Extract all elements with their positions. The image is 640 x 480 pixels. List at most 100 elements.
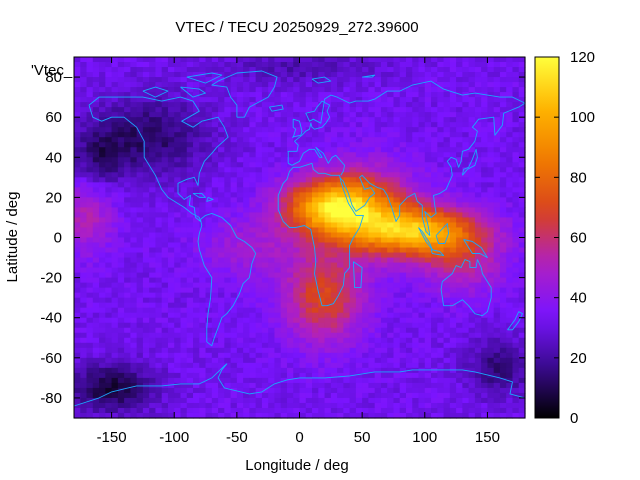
heatmap-cell (117, 402, 125, 409)
heatmap-cell (155, 212, 163, 219)
heatmap-cell (312, 382, 319, 389)
heatmap-cell (481, 62, 489, 68)
heatmap-cell (142, 117, 150, 123)
heatmap-cell (462, 117, 470, 123)
heatmap-cell (199, 112, 207, 118)
heatmap-cell (299, 392, 307, 399)
heatmap-cell (193, 337, 200, 344)
heatmap-cell (481, 87, 489, 93)
heatmap-cell (211, 267, 219, 274)
heatmap-cell (324, 317, 332, 324)
heatmap-cell (161, 357, 169, 364)
heatmap-cell (293, 322, 301, 329)
heatmap-cell (224, 152, 232, 158)
heatmap-cell (405, 287, 413, 294)
heatmap-cell (280, 137, 288, 143)
heatmap-cell (105, 297, 113, 304)
heatmap-cell (412, 377, 420, 384)
heatmap-cell (224, 107, 232, 113)
heatmap-cell (512, 97, 520, 103)
heatmap-cell (474, 62, 482, 68)
heatmap-cell (286, 347, 294, 354)
heatmap-cell (261, 72, 269, 78)
heatmap-cell (337, 77, 344, 83)
heatmap-cell (74, 402, 81, 409)
heatmap-cell (117, 102, 125, 108)
heatmap-cell (393, 237, 401, 244)
heatmap-cell (186, 272, 194, 279)
heatmap-cell (149, 87, 157, 93)
heatmap-cell (280, 127, 288, 133)
heatmap-cell (199, 372, 207, 379)
heatmap-cell (405, 62, 413, 68)
heatmap-cell (424, 107, 432, 113)
heatmap-cell (205, 217, 213, 224)
heatmap-cell (343, 82, 351, 88)
heatmap-cell (362, 127, 369, 133)
heatmap-cell (105, 317, 113, 324)
heatmap-cell (418, 147, 426, 153)
heatmap-cell (211, 122, 219, 128)
heatmap-cell (399, 57, 407, 63)
heatmap-cell (393, 372, 401, 379)
heatmap-cell (243, 157, 250, 163)
heatmap-cell (518, 172, 526, 178)
heatmap-cell (343, 172, 351, 178)
heatmap-cell (468, 297, 476, 304)
heatmap-cell (180, 192, 188, 198)
heatmap-cell (418, 292, 426, 299)
heatmap-cell (255, 212, 263, 219)
heatmap-cell (387, 352, 395, 359)
heatmap-cell (518, 232, 526, 239)
heatmap-cell (424, 297, 432, 304)
heatmap-cell (474, 157, 482, 163)
heatmap-cell (99, 212, 106, 219)
heatmap-cell (493, 112, 501, 118)
heatmap-cell (324, 182, 332, 188)
heatmap-cell (180, 302, 188, 309)
heatmap-cell (161, 227, 169, 234)
heatmap-cell (368, 67, 376, 73)
heatmap-cell (330, 297, 338, 304)
heatmap-cell (487, 252, 495, 259)
heatmap-cell (355, 387, 363, 394)
heatmap-cell (330, 282, 338, 289)
heatmap-cell (412, 117, 420, 123)
heatmap-cell (362, 232, 369, 239)
heatmap-cell (456, 277, 463, 284)
heatmap-cell (161, 182, 169, 188)
heatmap-cell (374, 87, 382, 93)
heatmap-cell (261, 302, 269, 309)
heatmap-cell (405, 327, 413, 334)
heatmap-cell (343, 167, 351, 173)
heatmap-cell (349, 202, 357, 209)
heatmap-cell (305, 392, 313, 399)
heatmap-cell (518, 262, 526, 269)
heatmap-cell (274, 392, 282, 399)
heatmap-cell (293, 172, 301, 178)
heatmap-cell (424, 312, 432, 319)
heatmap-cell (205, 82, 213, 88)
heatmap-cell (293, 237, 301, 244)
heatmap-cell (299, 62, 307, 68)
heatmap-cell (462, 217, 470, 224)
heatmap-cell (142, 342, 150, 349)
heatmap-cell (324, 87, 332, 93)
heatmap-cell (280, 142, 288, 148)
heatmap-cell (318, 392, 326, 399)
heatmap-cell (449, 102, 457, 108)
heatmap-cell (224, 332, 232, 339)
heatmap-cell (155, 202, 163, 209)
heatmap-cell (299, 182, 307, 188)
heatmap-cell (399, 342, 407, 349)
heatmap-cell (487, 232, 495, 239)
heatmap-cell (261, 142, 269, 148)
heatmap-cell (249, 172, 257, 178)
heatmap-cell (236, 232, 244, 239)
heatmap-cell (130, 227, 138, 234)
heatmap-cell (299, 222, 307, 229)
heatmap-cell (493, 357, 501, 364)
heatmap-cell (312, 182, 319, 188)
heatmap-cell (180, 307, 188, 314)
heatmap-cell (174, 202, 182, 209)
